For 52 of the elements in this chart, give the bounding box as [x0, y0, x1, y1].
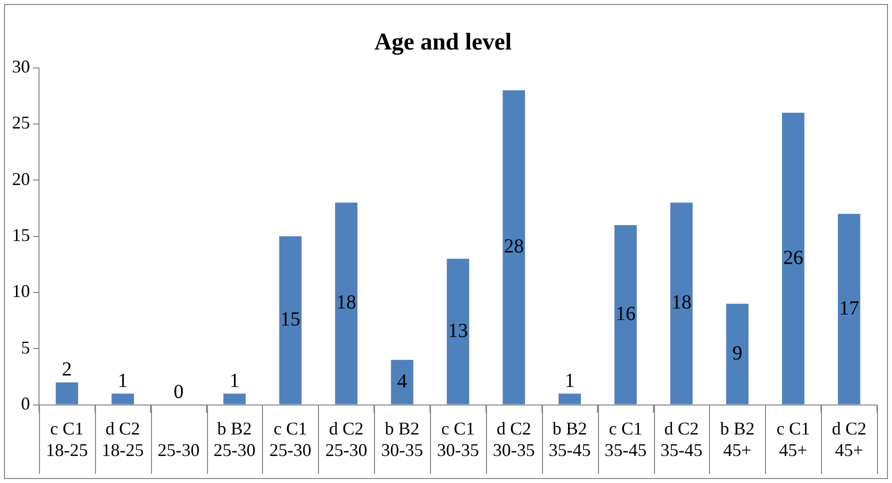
bar [614, 225, 637, 404]
data-label: 1 [564, 370, 575, 392]
data-label: 0 [174, 381, 184, 404]
x-tick-label: c C1 45+ [776, 418, 810, 460]
data-label: 26 [783, 246, 804, 269]
bar [670, 202, 693, 404]
x-tick-label: c C1 25-30 [269, 418, 312, 460]
data-label: 4 [397, 370, 408, 392]
x-tick-label: d C2 30-35 [492, 418, 535, 460]
bar [56, 382, 78, 404]
bar [558, 394, 581, 404]
data-label: 13 [448, 320, 468, 342]
bar [390, 360, 414, 404]
data-label: 1 [230, 370, 240, 392]
y-tick-label: 20 [12, 168, 30, 189]
x-tick-label: b B2 25-30 [214, 418, 256, 460]
data-label: 28 [504, 236, 524, 258]
x-tick-label: c C1 35-45 [604, 418, 647, 460]
data-label: 15 [280, 308, 300, 331]
x-tick-label: d C2 35-45 [660, 418, 702, 460]
x-tick-label: d C2 45+ [832, 418, 866, 460]
data-label: 18 [671, 292, 692, 314]
y-tick-label: 25 [12, 112, 30, 133]
x-tick-label: d C2 18-25 [102, 418, 144, 460]
bar [838, 214, 860, 404]
bar [502, 90, 526, 404]
y-tick-label: 30 [12, 56, 30, 77]
x-tick-label: 25-30 [158, 440, 200, 460]
x-tick-label: c C1 30-35 [437, 418, 479, 460]
y-tick-label: 10 [12, 281, 30, 302]
y-tick-label: 15 [12, 225, 30, 246]
x-tick-label: d C2 25-30 [325, 418, 368, 460]
data-label: 2 [62, 358, 72, 381]
y-tick-label: 5 [21, 337, 30, 358]
x-tick-label: b B2 35-45 [548, 418, 591, 460]
bar [446, 258, 470, 404]
y-tick-label: 0 [21, 394, 30, 414]
data-label: 17 [839, 297, 860, 320]
x-tick-label: c C1 18-25 [46, 418, 88, 460]
data-label: 16 [616, 302, 636, 325]
bar [112, 394, 134, 404]
x-tick-label: b B2 30-35 [381, 418, 424, 460]
data-label: 9 [732, 342, 742, 364]
bar [726, 304, 749, 404]
bar [782, 112, 804, 404]
data-label: 18 [336, 292, 356, 314]
data-label: 1 [118, 370, 128, 392]
chart-title: Age and level [374, 30, 512, 56]
bar [223, 394, 246, 404]
bar [335, 202, 358, 404]
bar [279, 236, 302, 404]
x-tick-label: b B2 45+ [720, 418, 755, 460]
